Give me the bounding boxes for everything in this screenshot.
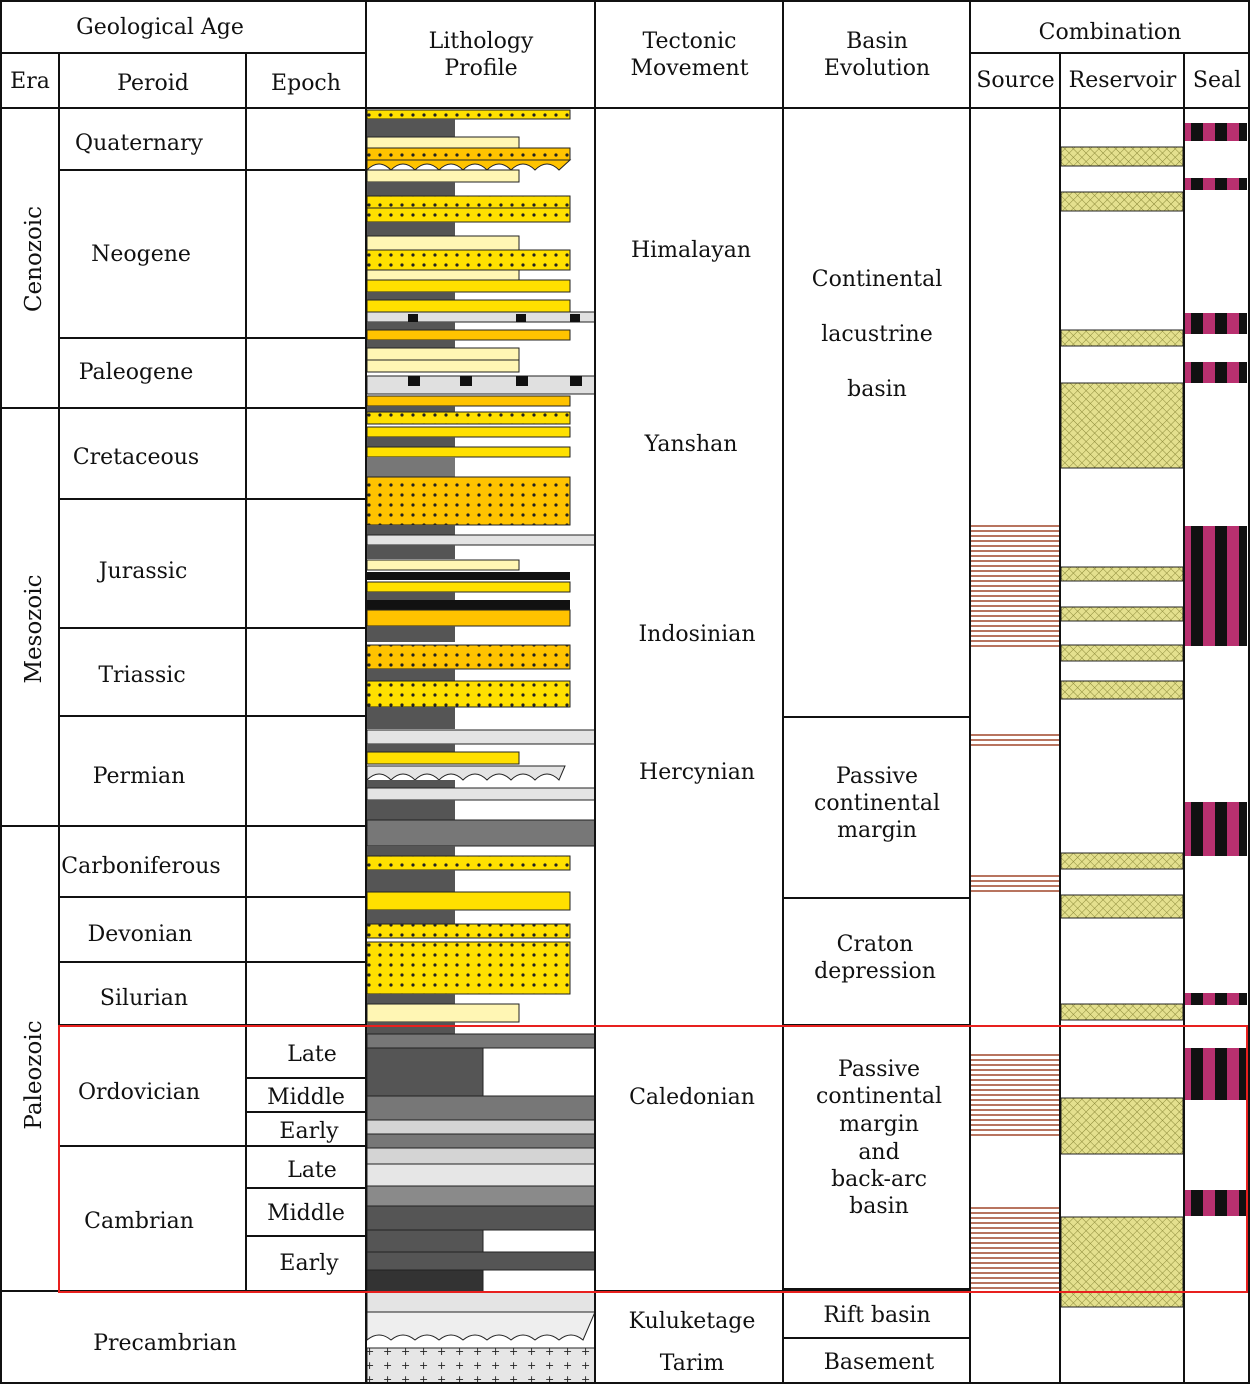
period-devonian: Devonian <box>87 922 193 947</box>
header-tectonic-1: Tectonic <box>642 29 737 54</box>
period-paleogene: Paleogene <box>78 360 194 385</box>
tectonic-himalayan: Himalayan <box>630 238 752 263</box>
tectonic-yanshan: Yanshan <box>644 432 738 457</box>
basin-continental-2: lacustrine <box>821 322 933 347</box>
period-neogene: Neogene <box>91 242 191 267</box>
period-carboniferous: Carboniferous <box>61 854 221 879</box>
header-basin-1: Basin <box>846 29 908 54</box>
epoch-ordovician-early: Early <box>279 1119 339 1144</box>
tectonic-hercynian: Hercynian <box>639 760 755 785</box>
basin-backarc-6: basin <box>849 1194 909 1219</box>
basin-continental-1: Continental <box>811 267 943 292</box>
basin-passive-2: continental <box>814 791 940 816</box>
header-epoch: Epoch <box>271 71 341 96</box>
basin-backarc-1: Passive <box>838 1057 920 1082</box>
basin-continental-3: basin <box>847 377 907 402</box>
epoch-cambrian-early: Early <box>279 1251 339 1276</box>
header-tectonic-2: Movement <box>630 56 749 81</box>
header-basin-2: Evolution <box>823 56 931 81</box>
reservoir-column <box>1060 146 1184 1308</box>
tectonic-kuluketage: Kuluketage <box>628 1309 756 1334</box>
epoch-cambrian-late: Late <box>287 1158 337 1183</box>
period-permian: Permian <box>92 764 186 789</box>
basin-craton-1: Craton <box>836 932 914 957</box>
period-silurian: Silurian <box>99 986 189 1011</box>
header-geological-age: Geological Age <box>76 15 244 40</box>
period-quaternary: Quaternary <box>75 131 203 156</box>
tectonic-tarim: Tarim <box>659 1351 725 1376</box>
basin-backarc-5: back-arc <box>831 1167 927 1192</box>
basin-backarc-3: margin <box>839 1112 919 1137</box>
lithology-profile <box>366 109 596 1384</box>
header-era: Era <box>10 69 50 94</box>
basin-basement: Basement <box>823 1350 935 1375</box>
header-reservoir: Reservoir <box>1068 68 1177 93</box>
era-mesozoic: Mesozoic <box>21 574 47 684</box>
header-source: Source <box>976 68 1055 93</box>
basin-backarc-2: continental <box>816 1084 942 1109</box>
era-cenozoic: Cenozoic <box>21 205 47 313</box>
period-jurassic: Jurassic <box>98 559 188 584</box>
header-lithology-1: Lithology <box>428 29 534 54</box>
header-combination: Combination <box>1038 20 1182 45</box>
header-period: Peroid <box>117 71 189 96</box>
period-precambrian: Precambrian <box>93 1331 237 1356</box>
source-rock-column <box>971 525 1059 1289</box>
epoch-cambrian-middle: Middle <box>267 1201 345 1226</box>
tectonic-caledonian: Caledonian <box>629 1085 755 1110</box>
epoch-ordovician-late: Late <box>287 1042 337 1067</box>
period-cambrian: Cambrian <box>84 1209 194 1234</box>
period-ordovician: Ordovician <box>78 1080 200 1105</box>
header-seal: Seal <box>1192 68 1242 93</box>
basin-passive-1: Passive <box>836 764 918 789</box>
tectonic-indosinian: Indosinian <box>638 622 756 647</box>
basin-craton-2: depression <box>814 959 936 984</box>
basin-passive-3: margin <box>837 818 917 843</box>
seal-column <box>1185 123 1247 1216</box>
period-triassic: Triassic <box>98 663 186 688</box>
epoch-ordovician-middle: Middle <box>267 1085 345 1110</box>
basin-rift: Rift basin <box>823 1303 931 1328</box>
period-cretaceous: Cretaceous <box>72 445 200 470</box>
header-lithology-2: Profile <box>444 56 518 81</box>
highlight-box <box>58 1025 1248 1293</box>
basin-backarc-4: and <box>858 1140 900 1165</box>
era-paleozoic: Paleozoic <box>21 1020 47 1130</box>
